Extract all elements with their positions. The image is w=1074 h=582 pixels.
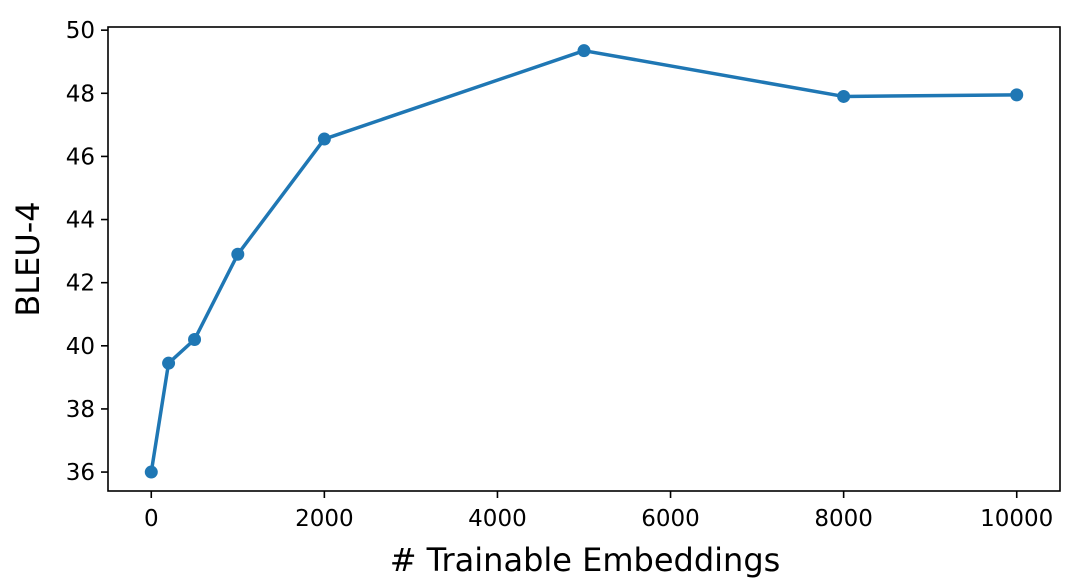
- y-tick-label: 50: [66, 18, 95, 44]
- series-layer: [144, 44, 1024, 479]
- x-tick-label: 2000: [295, 506, 354, 532]
- x-tick-label: 8000: [814, 506, 873, 532]
- data-point: [577, 44, 591, 58]
- y-tick-label: 40: [66, 334, 95, 360]
- y-tick-label: 46: [66, 144, 95, 170]
- x-tick-label: 0: [144, 506, 159, 532]
- x-tick-label: 4000: [468, 506, 527, 532]
- y-tick-label: 36: [66, 460, 95, 486]
- y-tick-label: 48: [66, 81, 95, 107]
- data-point: [837, 89, 851, 103]
- data-point: [1010, 88, 1024, 102]
- data-point: [317, 132, 331, 146]
- x-tick-label: 6000: [641, 506, 700, 532]
- plot-frame: [107, 26, 1061, 492]
- y-tick-label: 38: [66, 397, 95, 423]
- x-axis-label: # Trainable Embeddings: [390, 541, 781, 579]
- y-axis-label: BLEU-4: [9, 201, 47, 316]
- data-point: [144, 465, 158, 479]
- x-tick-label: 10000: [980, 506, 1053, 532]
- series-line: [149, 48, 1019, 474]
- data-point: [162, 356, 176, 370]
- y-tick-label: 42: [66, 271, 95, 297]
- tick-layer: 0 2000 4000 6000 8000 10000 36 38 40 42 44 46 48 50: [66, 18, 1054, 532]
- data-point: [231, 247, 245, 261]
- y-tick-label: 44: [66, 208, 95, 234]
- data-point: [188, 332, 202, 346]
